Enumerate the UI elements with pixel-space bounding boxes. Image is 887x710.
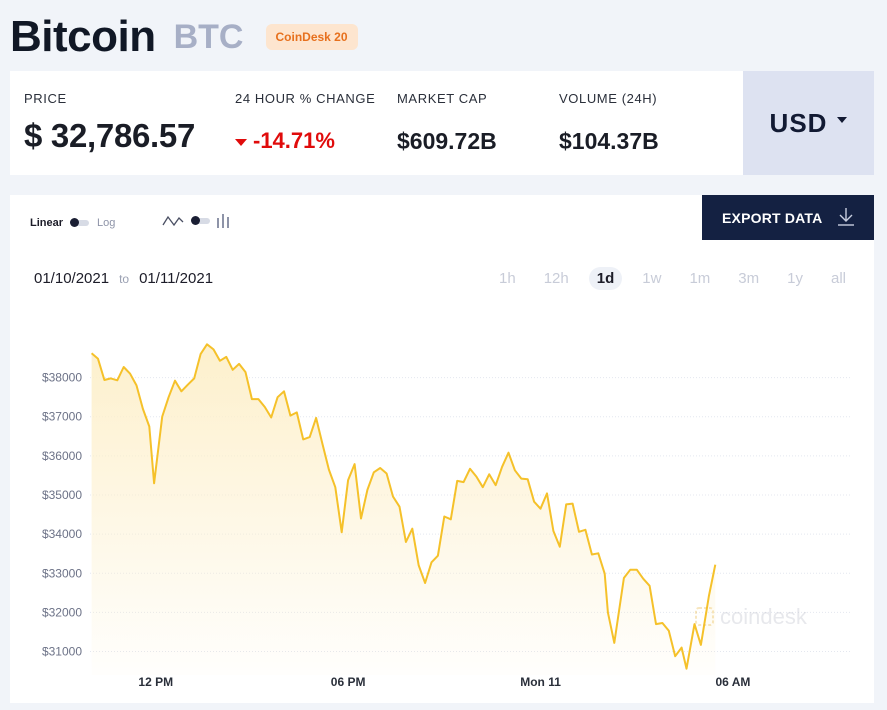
log-label[interactable]: Log [97, 217, 116, 229]
date-range: 01/10/2021 to 01/11/2021 [34, 270, 213, 287]
coindesk-logo-icon [695, 607, 714, 626]
y-tick-label: $38000 [42, 371, 82, 385]
download-icon [838, 208, 854, 226]
chevron-down-icon [837, 117, 848, 123]
currency-dropdown[interactable]: USD [743, 71, 874, 175]
x-tick-label: 06 AM [716, 675, 751, 689]
price-area-fill [91, 344, 716, 675]
volume-label: VOLUME (24H) [559, 91, 658, 106]
price-value: $ 32,786.57 [24, 117, 196, 154]
time-range-selector: 1h 12h 1d 1w 1m 3m 1y all [479, 267, 854, 290]
range-all[interactable]: all [830, 270, 846, 287]
x-tick-label: Mon 11 [520, 675, 561, 689]
price-chart: $31000 $32000 $33000 $34000 $35000 $36000 $370… [42, 343, 850, 689]
export-data-button[interactable]: EXPORT DATA [702, 195, 874, 240]
range-1w[interactable]: 1w [642, 270, 662, 287]
switch-knob [191, 216, 200, 225]
y-tick-label: $34000 [42, 527, 82, 541]
watermark-text: coindesk [720, 604, 808, 629]
x-tick-label: 12 PM [138, 675, 173, 689]
date-to-word: to [119, 271, 130, 286]
market-cap-value: $609.72B [397, 128, 497, 154]
date-from[interactable]: 01/10/2021 [34, 270, 110, 287]
x-tick-label: 06 PM [331, 675, 366, 689]
range-1d[interactable]: 1d [588, 267, 623, 290]
coin-symbol: BTC [173, 17, 244, 56]
range-1m[interactable]: 1m [689, 270, 711, 287]
change-label: 24 HOUR % CHANGE [235, 91, 376, 106]
switch-knob [70, 218, 80, 227]
currency-label: USD [769, 107, 828, 138]
change-value-row: -14.71% [235, 128, 335, 154]
line-chart-icon[interactable] [162, 213, 184, 229]
coindesk-watermark: coindesk [695, 604, 808, 629]
price-label: PRICE [24, 91, 67, 106]
scale-switch[interactable] [70, 218, 90, 227]
price-chart-card: $31000 $32000 $33000 $34000 $35000 $36000 $370… [10, 195, 874, 703]
price-stats-card: PRICE $ 32,786.57 24 HOUR % CHANGE -14.7… [10, 71, 874, 175]
coin-header: Bitcoin BTC CoinDesk 20 [10, 8, 358, 66]
linear-label[interactable]: Linear [30, 217, 64, 229]
y-tick-label: $37000 [42, 410, 82, 424]
coindesk20-badge[interactable]: CoinDesk 20 [265, 24, 358, 50]
market-cap-label: MARKET CAP [397, 91, 488, 106]
range-1h[interactable]: 1h [499, 270, 516, 287]
export-data-label: EXPORT DATA [722, 209, 823, 226]
range-3m[interactable]: 3m [738, 270, 760, 287]
coin-name: Bitcoin [10, 12, 156, 61]
y-tick-label: $32000 [42, 605, 82, 619]
chart-type-switch[interactable] [191, 216, 210, 225]
range-12h[interactable]: 12h [543, 270, 569, 287]
volume-value: $104.37B [559, 128, 659, 154]
range-1y[interactable]: 1y [787, 270, 803, 287]
price-line [90, 343, 717, 670]
y-tick-label: $31000 [42, 645, 82, 659]
y-tick-label: $36000 [42, 449, 82, 463]
down-arrow-icon [235, 138, 247, 146]
change-value: -14.71% [253, 128, 335, 153]
y-tick-label: $35000 [42, 488, 82, 502]
date-to[interactable]: 01/11/2021 [139, 270, 214, 287]
chart-type-toggle [162, 213, 230, 229]
y-tick-label: $33000 [42, 566, 82, 580]
bar-chart-icon[interactable] [216, 213, 230, 229]
scale-toggle: Linear Log [30, 217, 115, 229]
